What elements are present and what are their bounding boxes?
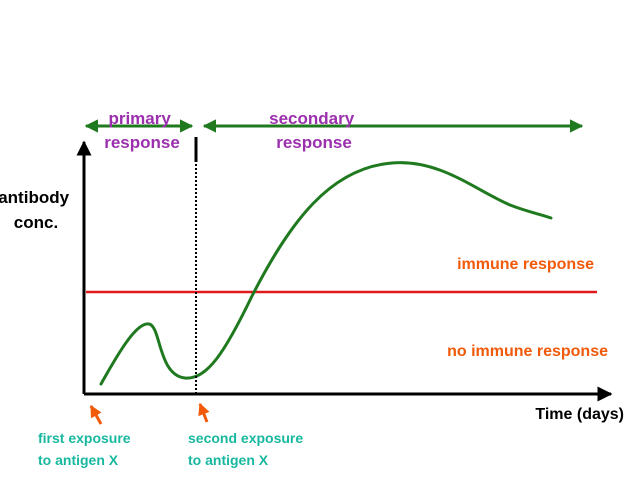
antibody-curve <box>99 161 553 386</box>
primary-response-line-1: primary <box>108 109 171 128</box>
y-axis-label-line-1: antibody <box>0 188 70 207</box>
secondary-response-line-1: secondary <box>269 109 355 128</box>
first-exposure-line-1: first exposure <box>38 430 131 446</box>
no-immune-response-label: no immune response <box>447 343 608 360</box>
first-exposure-label: first exposure to antigen X <box>38 430 134 468</box>
primary-response-line-2: response <box>104 133 180 152</box>
y-axis-label-line-2: conc. <box>14 213 58 232</box>
first-exposure-arrow-icon <box>89 404 103 425</box>
first-exposure-line-2: to antigen X <box>38 452 119 468</box>
primary-response-label: primary response <box>104 109 180 152</box>
second-exposure-line-2: to antigen X <box>188 452 269 468</box>
second-exposure-arrow-icon <box>198 402 210 423</box>
second-exposure-line-1: second exposure <box>188 430 303 446</box>
y-axis-label: antibody conc. <box>0 188 74 232</box>
secondary-response-line-2: response <box>276 133 352 152</box>
x-axis-label: Time (days) <box>535 406 624 423</box>
secondary-response-label: secondary response <box>269 109 359 152</box>
second-exposure-label: second exposure to antigen X <box>188 430 307 468</box>
immune-response-label: immune response <box>457 256 594 273</box>
